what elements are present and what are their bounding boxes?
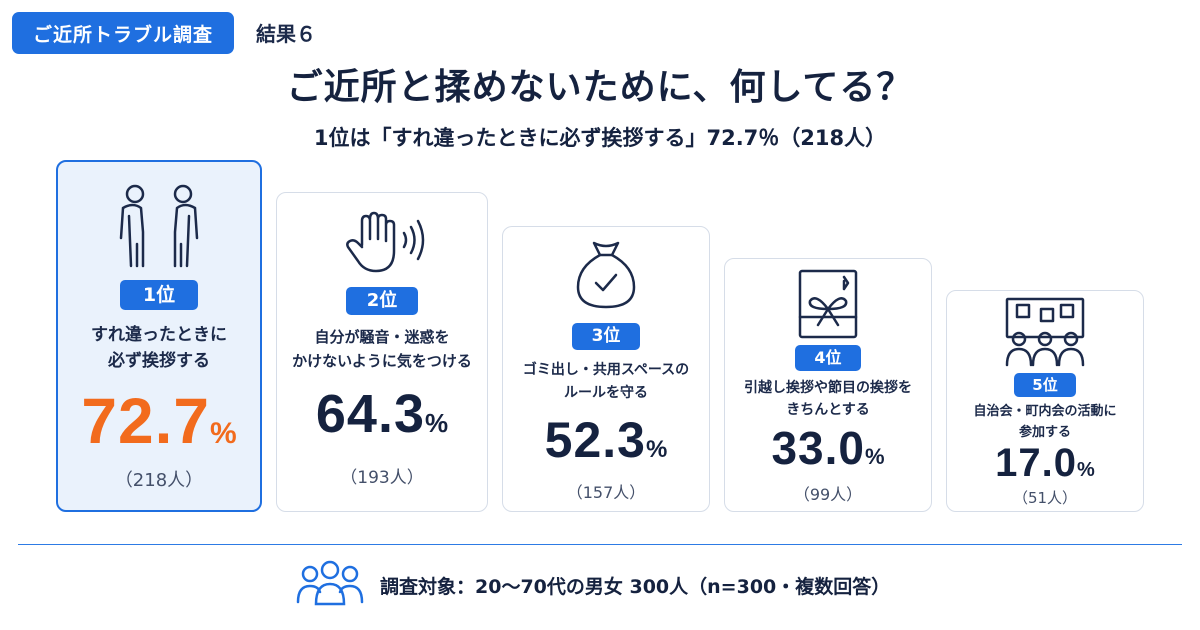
- card-count: （157人）: [566, 483, 646, 502]
- rank-card-2: 2位 自分が騒音・迷惑を かけないように気をつける 64.3% （193人）: [276, 192, 488, 512]
- rank-badge: 2位: [346, 287, 418, 315]
- card-label: 引越し挨拶や節目の挨拶を きちんとする: [744, 380, 912, 418]
- rank-badge: 1位: [120, 280, 198, 310]
- page-title: ご近所と揉めないために、何してる？: [286, 67, 914, 108]
- card-value: 72.7%: [58, 384, 260, 458]
- rank-badge: 3位: [572, 323, 640, 350]
- page-subtitle: 1位は「すれ違ったときに必ず挨拶する」72.7％（218人）: [313, 126, 887, 150]
- card-count: （218人）: [114, 470, 204, 491]
- bowing-people-icon: [58, 182, 260, 272]
- footer-divider: [18, 544, 1182, 545]
- community-board-icon: [947, 295, 1143, 369]
- rank-card-4: 4位 引越し挨拶や節目の挨拶を きちんとする 33.0% （99人）: [724, 258, 932, 512]
- value-percent: %: [1077, 459, 1095, 481]
- card-count: （193人）: [340, 468, 424, 488]
- card-label: 自分が騒音・迷惑を かけないように気をつける: [292, 328, 472, 370]
- card-value: 17.0%: [947, 441, 1143, 486]
- card-value: 64.3%: [277, 383, 487, 445]
- value-number: 33.0: [771, 422, 865, 474]
- value-number: 72.7: [81, 385, 210, 457]
- card-label: ゴミ出し・共用スペースの ルールを守る: [522, 362, 690, 401]
- card-label: すれ違ったときに 必ず挨拶する: [91, 325, 227, 371]
- result-label: 結果６: [256, 22, 316, 46]
- raised-hand-icon: [277, 207, 487, 277]
- value-percent: %: [424, 408, 449, 438]
- group-people-icon: [296, 560, 364, 612]
- value-number: 64.3: [315, 384, 425, 444]
- card-count: （99人）: [793, 485, 863, 504]
- rank-badge: 4位: [795, 345, 861, 371]
- value-number: 52.3: [544, 412, 646, 468]
- value-number: 17.0: [995, 441, 1078, 485]
- rank-card-5: 5位 自治会・町内会の活動に 参加する 17.0% （51人）: [946, 290, 1144, 512]
- card-label: 自治会・町内会の活動に 参加する: [973, 404, 1117, 440]
- card-value: 52.3%: [503, 411, 709, 469]
- gift-box-icon: [725, 267, 931, 341]
- value-percent: %: [645, 436, 668, 463]
- card-value: 33.0%: [725, 421, 931, 475]
- survey-target-text: 調査対象：20〜70代の男女 300人（n=300・複数回答）: [380, 576, 891, 598]
- survey-tag: ご近所トラブル調査: [12, 12, 234, 54]
- rank-badge: 5位: [1014, 373, 1076, 397]
- rank-card-1: 1位 すれ違ったときに 必ず挨拶する 72.7% （218人）: [56, 160, 262, 512]
- value-percent: %: [209, 417, 237, 450]
- garbage-bag-icon: [503, 237, 709, 311]
- rank-card-3: 3位 ゴミ出し・共用スペースの ルールを守る 52.3% （157人）: [502, 226, 710, 512]
- value-percent: %: [864, 444, 885, 469]
- card-count: （51人）: [1012, 489, 1078, 507]
